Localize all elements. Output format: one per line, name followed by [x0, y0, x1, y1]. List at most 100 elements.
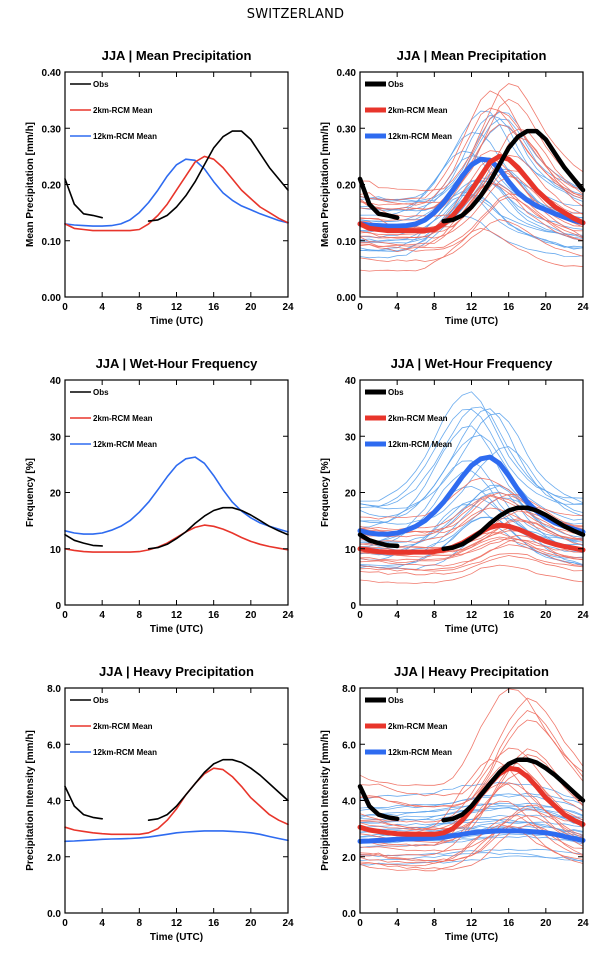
ensemble-member-2km-line: [359, 128, 584, 218]
x-tick-label: 24: [577, 302, 589, 313]
x-tick-label: 8: [137, 918, 143, 929]
legend-label-2km-rcm-mean: 2km-RCM Mean: [93, 106, 153, 115]
x-tick-label: 4: [99, 918, 105, 929]
x-axis-label: Time (UTC): [445, 932, 498, 943]
y-tick-label: 0.20: [337, 181, 357, 192]
legend-label-obs: Obs: [388, 696, 404, 705]
ensemble-member-2km-line: [359, 748, 584, 831]
series-obs-line: [64, 178, 103, 219]
y-tick-label: 6.0: [342, 740, 356, 751]
chart-panel-mean-precip-ensemble: JJA | Mean Precipitation 0 4 8 12 16 20 24 0.00 0…: [295, 42, 589, 342]
series-12km-rcm-mean-line: [357, 454, 586, 537]
legend-label-obs: Obs: [388, 388, 404, 397]
ensemble-member-12km-line: [359, 516, 584, 566]
chart-panel-wet-hour-ensemble: JJA | Wet-Hour Frequency 0 4 8 12 16 20 24 0 10 20…: [295, 350, 589, 650]
series-obs-line: [147, 506, 289, 550]
ensemble-member-2km-line: [359, 181, 584, 248]
plot-area: [64, 456, 289, 553]
y-axis-label: Frequency [%]: [320, 458, 331, 527]
series-obs-line: [441, 757, 586, 823]
series-obs-line: [147, 758, 289, 821]
x-tick-label: 0: [357, 610, 363, 621]
x-tick-label: 20: [540, 610, 552, 621]
x-tick-label: 16: [503, 918, 515, 929]
x-tick-label: 24: [282, 918, 294, 929]
x-tick-label: 4: [394, 610, 400, 621]
ensemble-member-2km-line: [359, 544, 584, 571]
ensemble-member-2km-line: [359, 538, 584, 563]
y-tick-label: 40: [345, 376, 357, 387]
series-obs-line: [357, 176, 400, 220]
ensemble-member-12km-line: [359, 118, 584, 203]
ensemble-member-12km-line: [359, 408, 583, 508]
legend-label-12km-rcm-mean: 12km-RCM Mean: [93, 440, 157, 449]
x-tick-label: 4: [99, 610, 105, 621]
series-2km-rcm-mean-line: [357, 153, 586, 234]
y-tick-label: 8.0: [342, 684, 356, 695]
y-tick-label: 6.0: [47, 740, 61, 751]
x-tick-label: 24: [577, 918, 589, 929]
x-tick-label: 8: [432, 610, 438, 621]
series-12km-rcm-mean-line: [64, 158, 289, 227]
y-axis-label: Precipitation Intensity [mm/h]: [25, 730, 36, 871]
series-obs-line: [357, 784, 400, 822]
chart-panel-mean-precip-means: JJA | Mean Precipitation 0 4 8 12 16 20 24 0.00 0…: [0, 42, 294, 342]
x-tick-label: 12: [466, 302, 478, 313]
ensemble-member-12km-line: [359, 806, 584, 824]
ensemble-member-2km-line: [359, 815, 584, 864]
x-axis-label: Time (UTC): [445, 624, 498, 635]
x-tick-label: 20: [245, 918, 257, 929]
series-2km-rcm-mean-line: [64, 524, 289, 553]
plot-area: [357, 688, 586, 872]
legend-label-2km-rcm-mean: 2km-RCM Mean: [388, 106, 448, 115]
series-obs-line: [441, 128, 586, 224]
ensemble-member-2km-line: [359, 193, 584, 250]
x-tick-label: 12: [466, 918, 478, 929]
ensemble-member-2km-line: [359, 492, 584, 534]
y-tick-label: 10: [345, 545, 357, 556]
x-tick-label: 16: [503, 302, 515, 313]
plot-area: [357, 83, 586, 272]
legend-label-obs: Obs: [93, 388, 109, 397]
x-tick-label: 16: [208, 610, 220, 621]
legend-label-2km-rcm-mean: 2km-RCM Mean: [93, 414, 153, 423]
chart-title: JJA | Wet-Hour Frequency: [96, 356, 259, 371]
x-tick-label: 12: [466, 610, 478, 621]
y-tick-label: 0.40: [42, 68, 62, 79]
chart-panel-wet-hour-means: JJA | Wet-Hour Frequency 0 4 8 12 16 20 24 0 10 20…: [0, 350, 294, 650]
x-tick-label: 4: [394, 918, 400, 929]
legend-label-12km-rcm-mean: 12km-RCM Mean: [388, 440, 452, 449]
ensemble-member-12km-line: [359, 446, 584, 525]
y-tick-label: 4.0: [47, 797, 61, 808]
ensemble-member-2km-line: [360, 815, 584, 862]
legend-label-12km-rcm-mean: 12km-RCM Mean: [388, 748, 452, 757]
y-tick-label: 20: [50, 489, 62, 500]
y-tick-label: 0.0: [47, 909, 61, 920]
y-tick-label: 40: [50, 376, 62, 387]
ensemble-member-12km-line: [359, 516, 584, 569]
series-12km-rcm-mean-line: [357, 156, 586, 229]
x-tick-label: 16: [503, 610, 515, 621]
y-tick-label: 0.10: [337, 237, 357, 248]
series-obs-line: [147, 130, 289, 222]
x-tick-label: 12: [171, 918, 183, 929]
x-axis-label: Time (UTC): [150, 932, 203, 943]
legend-label-2km-rcm-mean: 2km-RCM Mean: [93, 722, 153, 731]
y-axis-label: Mean Precipitation [mm/h]: [320, 122, 331, 247]
series-2km-rcm-mean-line: [64, 767, 289, 836]
ensemble-member-2km-line: [359, 688, 584, 787]
x-tick-label: 0: [62, 918, 68, 929]
ensemble-member-2km-line: [359, 808, 584, 852]
series-12km-rcm-mean-line: [357, 828, 586, 844]
x-tick-label: 20: [540, 918, 552, 929]
ensemble-member-2km-line: [359, 90, 584, 201]
plot-area: [357, 391, 586, 584]
legend-label-obs: Obs: [93, 696, 109, 705]
ensemble-member-2km-line: [359, 564, 584, 584]
x-axis-label: Time (UTC): [150, 316, 203, 327]
y-axis-label: Frequency [%]: [25, 458, 36, 527]
y-tick-label: 0.30: [337, 124, 357, 135]
chart-title: JJA | Heavy Precipitation: [99, 664, 254, 679]
x-tick-label: 8: [137, 610, 143, 621]
legend-label-12km-rcm-mean: 12km-RCM Mean: [93, 748, 157, 757]
